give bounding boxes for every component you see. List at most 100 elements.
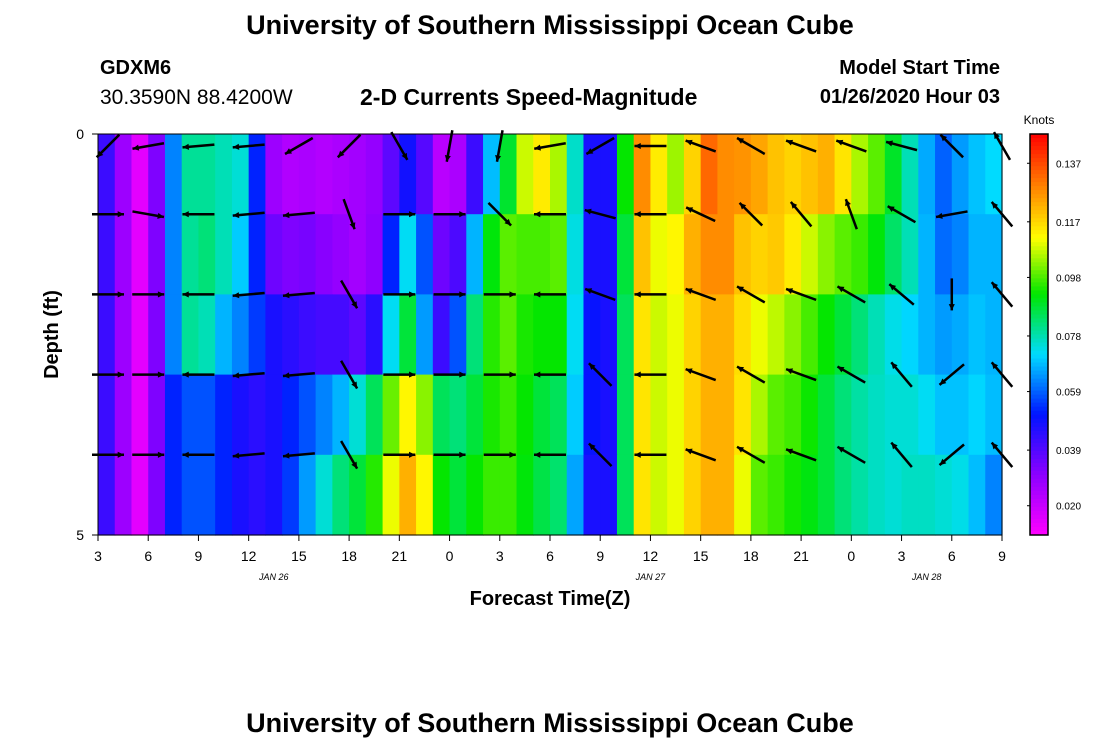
current-vector-arrow: [383, 211, 416, 218]
heatmap-cell: [483, 454, 501, 536]
heatmap-cell: [164, 454, 183, 536]
current-vector-arrow: [495, 130, 504, 162]
current-vector-arrow: [685, 448, 717, 462]
heatmap-cell: [683, 134, 702, 215]
heatmap-cell: [784, 374, 802, 456]
heatmap-cell: [449, 214, 467, 295]
heatmap-cell: [767, 374, 785, 456]
heatmap-cell: [834, 134, 852, 215]
heatmap-cell: [918, 134, 936, 215]
heatmap-cell: [951, 214, 970, 295]
heatmap-cells: [98, 134, 1003, 536]
current-vector-arrow: [948, 278, 955, 311]
heatmap-cell: [181, 374, 200, 456]
heatmap-cell: [700, 454, 719, 536]
heatmap-cell: [851, 294, 869, 376]
heatmap-cell: [499, 214, 518, 295]
heatmap-cell: [164, 214, 183, 295]
current-vector-arrow: [433, 451, 466, 458]
heatmap-cell: [784, 294, 802, 376]
heatmap-cell: [148, 454, 166, 536]
heatmap-cell: [884, 134, 903, 215]
heatmap-cell: [868, 134, 886, 215]
heatmap-cell: [315, 214, 333, 295]
heatmap-cell: [499, 454, 518, 536]
heatmap-cell: [700, 294, 719, 376]
heatmap-cell: [298, 374, 317, 456]
heatmap-cell: [667, 374, 685, 456]
heatmap-cell: [616, 134, 635, 215]
heatmap-cell: [282, 294, 300, 376]
heatmap-cell: [181, 214, 200, 295]
current-vector-arrow: [383, 451, 416, 458]
current-vector-arrow: [534, 371, 566, 378]
heatmap-cell: [935, 374, 953, 456]
heatmap-cell: [683, 294, 702, 376]
heatmap-cell: [248, 454, 267, 536]
x-tick-label: 15: [693, 548, 709, 564]
current-vector-arrow: [132, 371, 165, 378]
heatmap-cell: [583, 294, 601, 376]
x-tick-label: 9: [195, 548, 203, 564]
heatmap-cell: [349, 374, 367, 456]
current-vector-arrow: [634, 451, 667, 458]
colorbar-tick-label: 0.039: [1056, 446, 1081, 457]
heatmap-cell: [901, 374, 919, 456]
x-date-label: JAN 28: [911, 572, 942, 582]
current-vector-arrow: [342, 198, 356, 230]
heatmap-cell: [667, 294, 685, 376]
current-vector-arrow: [736, 445, 766, 464]
heatmap-cell: [231, 454, 250, 536]
heatmap-cell: [985, 214, 1003, 295]
colorbar-tick-label: 0.098: [1056, 273, 1081, 284]
heatmap-cell: [215, 214, 233, 295]
heatmap-cell: [416, 374, 434, 456]
heatmap-cell: [349, 134, 367, 215]
current-vector-arrow: [232, 143, 265, 150]
heatmap-cell: [499, 294, 518, 376]
heatmap-cell: [784, 134, 802, 215]
heatmap-cell: [734, 374, 752, 456]
current-vector-arrow: [132, 291, 165, 298]
current-vector-arrow: [785, 448, 817, 462]
heatmap-cell: [449, 294, 467, 376]
heatmap-cell: [985, 374, 1003, 456]
page-title-bottom: University of Southern Mississippi Ocean…: [246, 708, 854, 738]
heatmap-cell: [533, 454, 551, 536]
x-tick-label: 18: [743, 548, 759, 564]
heatmap-cell: [215, 294, 233, 376]
heatmap-cell: [98, 214, 116, 295]
heatmap-cell: [282, 454, 300, 536]
heatmap-cell: [801, 374, 819, 456]
heatmap-cell: [365, 374, 384, 456]
heatmap-cell: [767, 294, 785, 376]
current-vector-arrow: [132, 210, 165, 219]
heatmap-cell: [734, 454, 752, 536]
heatmap-cell: [466, 214, 484, 295]
current-vector-arrow: [182, 371, 215, 378]
heatmap-cell: [365, 214, 384, 295]
x-tick-label: 6: [546, 548, 554, 564]
current-vector-arrow: [132, 141, 165, 151]
heatmap-cell: [600, 454, 618, 536]
heatmap-cell: [600, 134, 618, 215]
current-vector-arrow: [736, 136, 766, 156]
heatmap-cell: [901, 214, 919, 295]
heatmap-cell: [951, 134, 970, 215]
heatmap-cell: [566, 294, 585, 376]
current-vector-arrow: [736, 285, 766, 304]
heatmap-cell: [349, 214, 367, 295]
heatmap-cell: [633, 374, 652, 456]
heatmap-cell: [416, 214, 434, 295]
heatmap-cell: [550, 374, 568, 456]
current-vector-arrow: [887, 205, 917, 224]
heatmap-cell: [248, 134, 267, 215]
heatmap-cell: [282, 374, 300, 456]
heatmap-cell: [114, 454, 133, 536]
heatmap-cell: [851, 134, 869, 215]
heatmap-cell: [968, 214, 986, 295]
heatmap-cell: [968, 134, 986, 215]
current-vector-arrow: [340, 440, 359, 470]
heatmap-cell: [131, 214, 149, 295]
current-vector-arrow: [685, 139, 717, 153]
